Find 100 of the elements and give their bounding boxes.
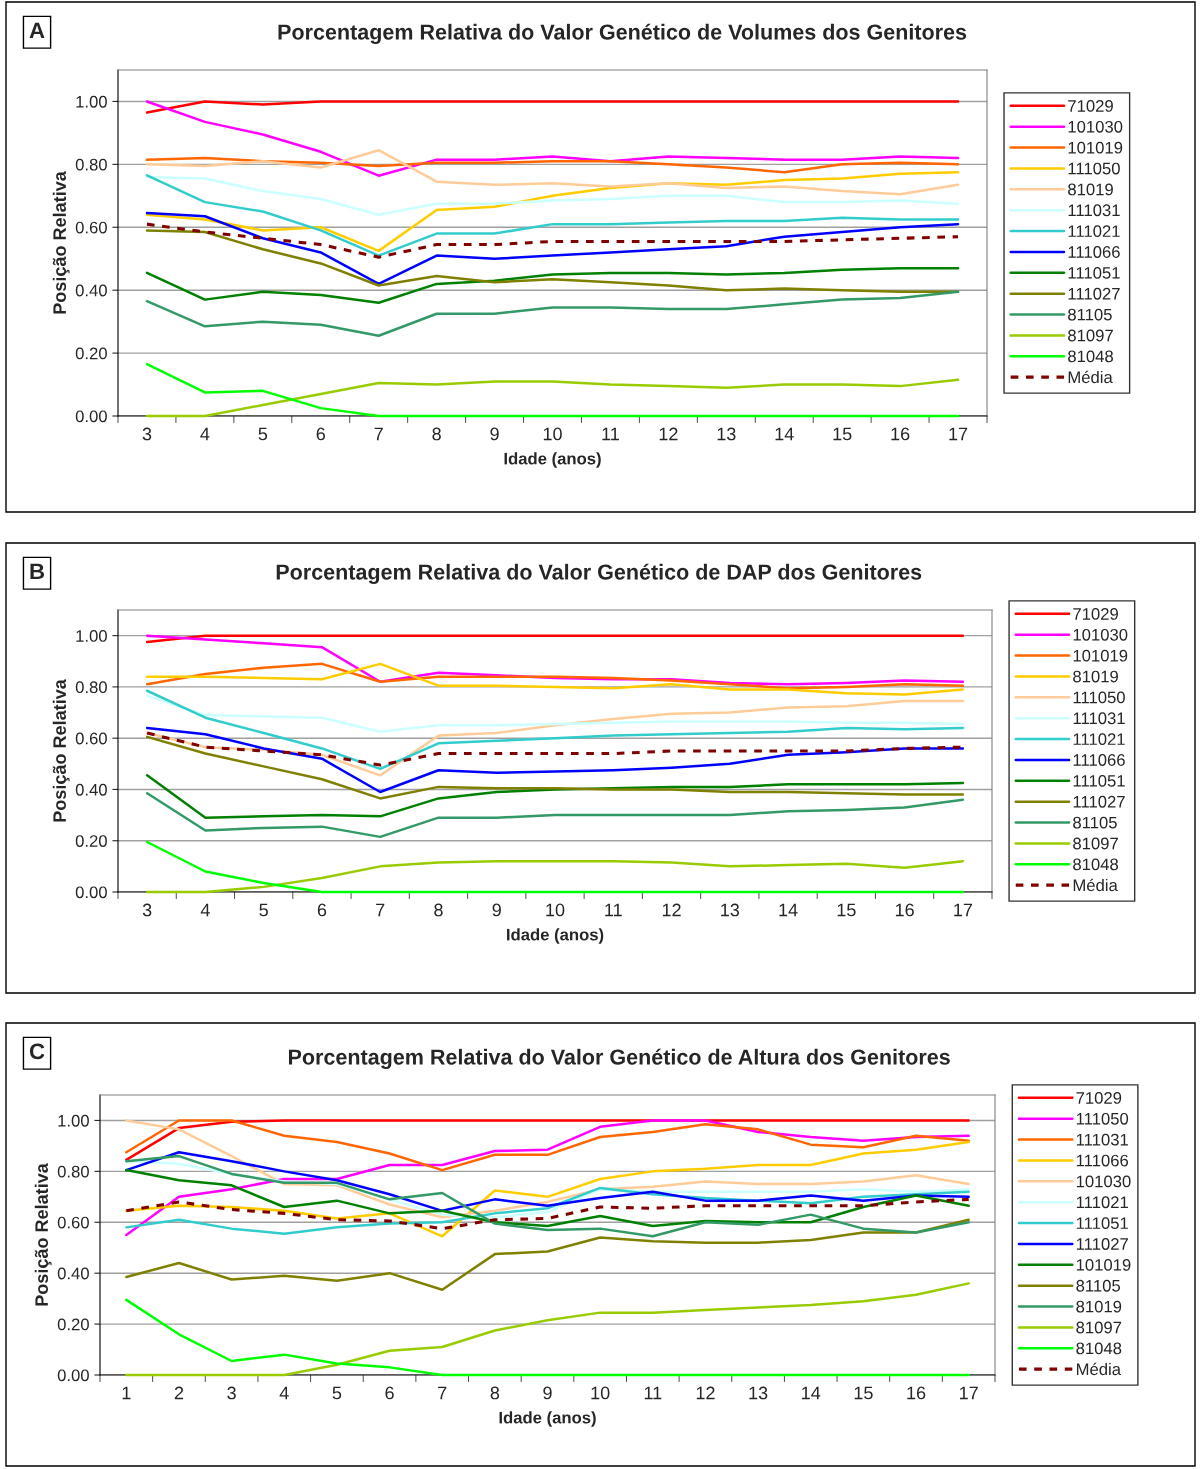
x-tick-label: 8 xyxy=(490,1386,500,1400)
legend-label: 111066 xyxy=(1073,754,1125,766)
x-axis-title: Idade (anos) xyxy=(499,1411,596,1427)
line-series xyxy=(145,290,960,338)
legend-label: 111050 xyxy=(1068,162,1120,175)
x-tick-label: 13 xyxy=(717,427,736,441)
legend-label: 81048 xyxy=(1073,858,1119,871)
legend-label: 71029 xyxy=(1073,608,1118,620)
x-tick-label: 3 xyxy=(142,903,152,917)
legend-label: 111051 xyxy=(1073,774,1125,787)
line-series xyxy=(145,211,960,286)
x-tick-label: 3 xyxy=(227,1386,236,1400)
x-tick-label: 17 xyxy=(949,427,968,441)
legend-label: 111050 xyxy=(1073,691,1125,704)
x-tick-label: 16 xyxy=(895,903,914,917)
legend-label: 111021 xyxy=(1073,733,1125,746)
x-tick-label: 1 xyxy=(122,1386,131,1400)
y-tick-label: 0.40 xyxy=(75,783,107,796)
legend-label: 81048 xyxy=(1076,1342,1122,1355)
y-tick-label: 0.80 xyxy=(57,1165,89,1178)
line-series xyxy=(145,774,965,819)
y-axis-title: Posição Relativa xyxy=(52,171,70,314)
legend-label: 81019 xyxy=(1076,1300,1122,1313)
y-tick-label: 1.00 xyxy=(58,1114,89,1127)
line-series xyxy=(125,1119,970,1162)
legend-label: Média xyxy=(1068,370,1113,384)
x-tick-label: 11 xyxy=(602,427,619,441)
line-series xyxy=(145,662,965,696)
x-tick-label: 16 xyxy=(907,1386,926,1400)
line-series xyxy=(145,726,965,794)
y-tick-label: 0.60 xyxy=(75,221,107,234)
line-series xyxy=(145,859,965,894)
line-series xyxy=(145,175,960,216)
x-tick-label: 7 xyxy=(376,903,385,917)
legend-label: 81019 xyxy=(1068,183,1113,196)
x-tick-label: 12 xyxy=(662,903,681,917)
line-series xyxy=(145,100,960,177)
line-series xyxy=(145,222,960,259)
legend-label: 101019 xyxy=(1076,1258,1131,1271)
legend-label: 111027 xyxy=(1068,287,1120,300)
y-axis-title: Posição Relativa xyxy=(34,1163,52,1306)
legend-label: 81105 xyxy=(1073,816,1117,829)
line-series xyxy=(125,1282,970,1377)
legend-label: 81105 xyxy=(1076,1279,1121,1292)
legend-label: 111031 xyxy=(1068,204,1120,217)
x-tick-label: 4 xyxy=(200,427,210,441)
legend-label: 81097 xyxy=(1068,329,1113,342)
x-tick-label: 9 xyxy=(543,1386,552,1400)
legend-label: 71029 xyxy=(1076,1092,1122,1104)
y-tick-label: 0.20 xyxy=(75,835,107,847)
chart-title: Porcentagem Relativa do Valor Genético de Altura dos Genitores xyxy=(288,1048,950,1070)
y-tick-label: 0.80 xyxy=(75,681,107,694)
legend-label: 71029 xyxy=(1068,100,1113,112)
line-series xyxy=(145,689,965,771)
y-tick-label: 0.40 xyxy=(75,284,107,297)
legend-label: 111031 xyxy=(1076,1133,1128,1146)
line-series xyxy=(145,662,965,690)
text: C xyxy=(29,1043,45,1060)
x-tick-label: 7 xyxy=(438,1386,447,1400)
x-tick-label: 13 xyxy=(749,1386,768,1400)
y-axis-title: Posição Relativa xyxy=(52,679,70,822)
y-tick-label: 0.00 xyxy=(75,410,107,423)
x-tick-label: 14 xyxy=(779,903,798,917)
line-series xyxy=(145,792,965,839)
line-series xyxy=(125,1168,970,1228)
legend-label: Média xyxy=(1073,878,1118,892)
x-tick-label: 11 xyxy=(605,903,622,917)
x-axis-title: Idade (anos) xyxy=(504,452,601,468)
chart-title: Porcentagem Relativa do Valor Genético de Volumes dos Genitores xyxy=(278,23,967,45)
x-tick-label: 5 xyxy=(332,1386,342,1400)
x-tick-label: 5 xyxy=(258,427,268,441)
y-tick-label: 0.60 xyxy=(57,1216,89,1229)
text: B xyxy=(30,563,45,579)
legend-label: 101030 xyxy=(1068,120,1123,133)
legend-label: 81048 xyxy=(1068,350,1113,363)
x-tick-label: 13 xyxy=(721,903,740,917)
legend-label: 111051 xyxy=(1068,266,1120,279)
legend-label: 111050 xyxy=(1076,1112,1129,1125)
x-tick-label: 8 xyxy=(432,427,441,441)
y-tick-label: 0.00 xyxy=(75,886,107,899)
legend-label: 111066 xyxy=(1076,1154,1129,1167)
legend-label: 111031 xyxy=(1073,712,1125,725)
legend-label: 111027 xyxy=(1073,795,1125,808)
x-tick-label: 2 xyxy=(174,1386,184,1400)
legend-label: 81105 xyxy=(1068,308,1112,321)
x-tick-label: 4 xyxy=(200,903,210,917)
line-series xyxy=(125,1119,970,1172)
legend-label: 111027 xyxy=(1076,1238,1128,1250)
x-tick-label: 3 xyxy=(142,427,152,441)
chart-title: Porcentagem Relativa do Valor Genético de DAP dos Genitores xyxy=(276,563,922,585)
line-series xyxy=(124,1197,971,1231)
legend-label: 111051 xyxy=(1076,1217,1128,1230)
x-tick-label: 17 xyxy=(954,903,972,917)
x-tick-label: 14 xyxy=(775,427,794,441)
line-series xyxy=(145,362,960,418)
y-tick-label: 0.00 xyxy=(57,1369,89,1382)
x-tick-label: 15 xyxy=(854,1386,873,1400)
line-series xyxy=(145,156,960,174)
x-tick-label: 10 xyxy=(543,427,562,441)
legend-label: 101019 xyxy=(1068,141,1123,154)
